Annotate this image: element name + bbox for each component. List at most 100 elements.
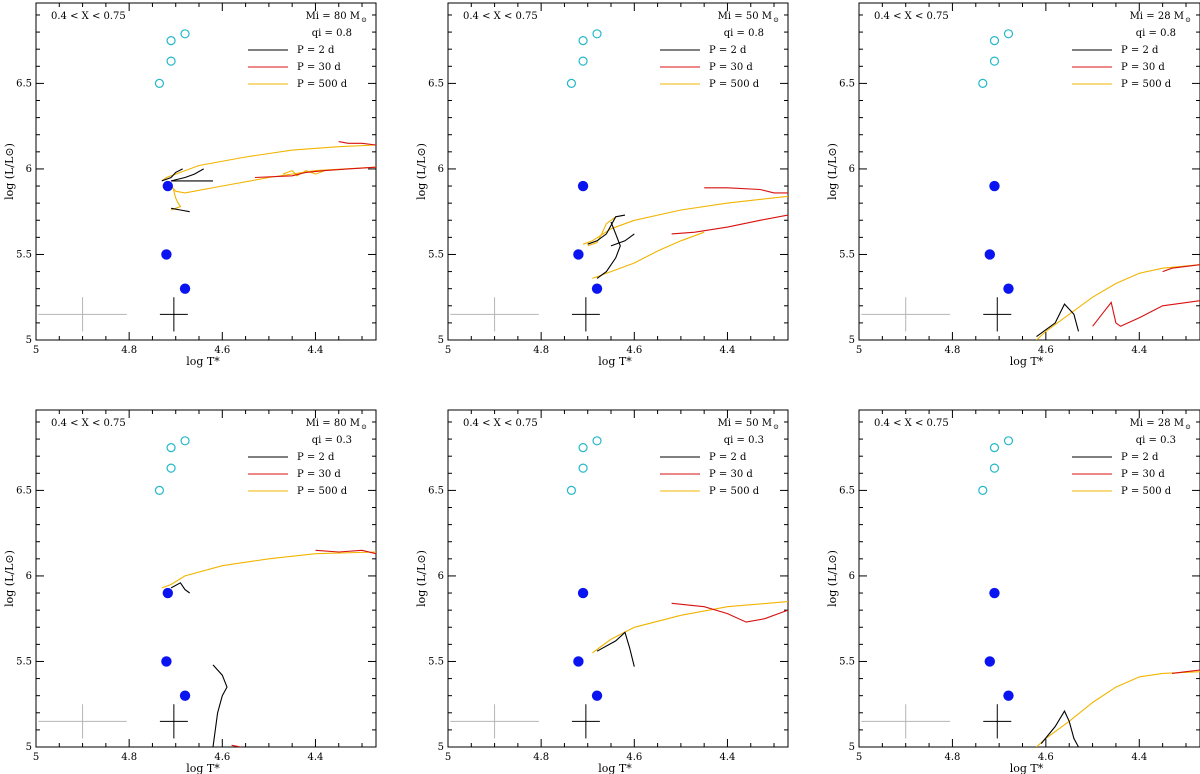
blue-star-point: [984, 656, 995, 667]
blue-star-point: [179, 283, 191, 294]
y-tick-label: 6.5: [839, 78, 855, 89]
track-p-30-d: [1092, 300, 1200, 327]
x-tick-label: 5: [856, 752, 862, 763]
y-tick-label: 6: [438, 164, 444, 175]
y-tick-label: 6: [26, 571, 32, 582]
qi-label: qi = 0.8: [312, 28, 352, 39]
legend-label: P = 30 d: [1121, 62, 1165, 73]
track-p-500-d: [165, 166, 376, 194]
x-tick-label: 4.6: [214, 345, 230, 356]
y-axis-label: log (L/L⊙): [415, 143, 428, 200]
y-tick-label: 6.5: [16, 78, 32, 89]
tracks: [1036, 669, 1200, 747]
mass-label: Mi = 80 M: [306, 11, 360, 22]
x-tick-label: 4.4: [307, 752, 323, 763]
blue-star-point: [577, 587, 589, 599]
panel-2: 5 4.8 4.6 4.4 5 5.5 6 6.5 log T* log (L/L⊙) 0.4 < …: [415, 2, 789, 368]
track-p-500-d: [587, 216, 617, 247]
legend-label: P = 500 d: [297, 486, 348, 497]
plot-frame: [447, 409, 789, 748]
x-tick-label: 4.6: [626, 345, 642, 356]
tracks: [582, 187, 788, 279]
cyan-star-point: [989, 443, 1000, 453]
x-axis-label: log T*: [1010, 762, 1044, 774]
blue-star-point: [573, 656, 584, 667]
x-axis-label: log T*: [1010, 355, 1044, 368]
tracks: [1036, 264, 1200, 340]
x-tick-label: 5: [445, 345, 451, 356]
y-axis-label: log (L/L⊙): [3, 143, 16, 200]
x-tick-label: 4.6: [214, 752, 230, 763]
y-tick-label: 6.5: [839, 485, 855, 496]
y-tick-label: 5: [438, 742, 444, 753]
y-axis-label: log (L/L⊙): [826, 550, 839, 607]
y-tick-label: 6.5: [428, 78, 444, 89]
track-p-2-d: [587, 214, 626, 245]
plot-frame: [858, 2, 1200, 341]
legend-label: P = 30 d: [709, 62, 753, 73]
mass-label: Mi = 28 M: [1130, 11, 1184, 22]
cyan-star-point: [989, 463, 1000, 473]
x-range-annotation: 0.4 < X < 0.75: [874, 418, 949, 429]
mass-label: Mi = 50 M: [718, 11, 772, 22]
track-p-2-d: [170, 168, 204, 182]
cyan-star-point: [166, 56, 176, 66]
track-p-2-d: [596, 631, 635, 667]
y-axis-label: log (L/L⊙): [415, 550, 428, 607]
track-p-30-d: [254, 166, 376, 179]
track-p-30-d: [1162, 264, 1200, 273]
panel-3: 5 4.8 4.6 4.4 5 5.5 6 6.5 log T* log (L/L⊙) 0.4 < …: [826, 2, 1200, 368]
x-tick-label: 5: [856, 345, 862, 356]
blue-star-point: [577, 180, 589, 192]
x-range-annotation: 0.4 < X < 0.75: [874, 11, 949, 22]
y-tick-label: 5: [849, 742, 855, 753]
cyan-star-point: [154, 485, 165, 496]
track-p-500-d: [592, 601, 788, 654]
plot-frame: [447, 2, 789, 341]
track-p-2-d: [171, 207, 190, 213]
y-tick-label: 5.5: [16, 249, 32, 260]
blue-star-point: [161, 656, 172, 667]
sun-symbol: ⊙: [1185, 16, 1191, 24]
x-tick-label: 4.8: [533, 752, 549, 763]
cyan-star-point: [978, 78, 988, 89]
blue-star-point: [1003, 690, 1014, 701]
y-tick-label: 5.5: [839, 249, 855, 260]
plot-frame: [35, 2, 377, 341]
x-tick-label: 4.8: [533, 345, 549, 356]
blue-star-point: [162, 587, 174, 599]
cyan-star-point: [989, 36, 1000, 46]
track-p-2-d: [170, 582, 191, 594]
x-tick-label: 5: [445, 752, 451, 763]
legend-label: P = 500 d: [1121, 486, 1172, 497]
track-p-500-d: [1036, 264, 1200, 340]
legend-label: P = 2 d: [297, 452, 335, 463]
x-tick-label: 4.8: [121, 752, 137, 763]
blue-star-point: [573, 249, 584, 260]
mass-label: Mi = 50 M: [718, 418, 772, 429]
blue-star-point: [989, 587, 1000, 599]
cyan-star-point: [154, 78, 165, 89]
x-range-annotation: 0.4 < X < 0.75: [51, 11, 126, 22]
cyan-star-point: [566, 485, 577, 496]
x-tick-label: 4.4: [719, 752, 735, 763]
y-axis-label: log (L/L⊙): [3, 550, 16, 607]
cyan-star-point: [578, 463, 588, 473]
x-axis-label: log T*: [598, 355, 632, 368]
qi-label: qi = 0.3: [312, 435, 352, 446]
x-tick-label: 4.6: [626, 752, 642, 763]
sun-symbol: ⊙: [773, 423, 779, 431]
sun-symbol: ⊙: [361, 16, 367, 24]
sun-symbol: ⊙: [1185, 423, 1191, 431]
cyan-star-point: [978, 485, 988, 496]
track-p-30-d: [1171, 669, 1200, 674]
panel-4: 5 4.8 4.6 4.4 5 5.5 6 6.5 log T* log (L/L⊙) 0.4 < …: [3, 409, 377, 774]
qi-label: qi = 0.8: [724, 28, 764, 39]
track-p-500-d: [1036, 671, 1200, 747]
legend-label: P = 500 d: [1121, 79, 1172, 90]
blue-star-point: [179, 690, 191, 701]
legend-label: P = 2 d: [709, 452, 747, 463]
mass-label: Mi = 28 M: [1130, 418, 1184, 429]
cyan-star-point: [180, 436, 190, 446]
